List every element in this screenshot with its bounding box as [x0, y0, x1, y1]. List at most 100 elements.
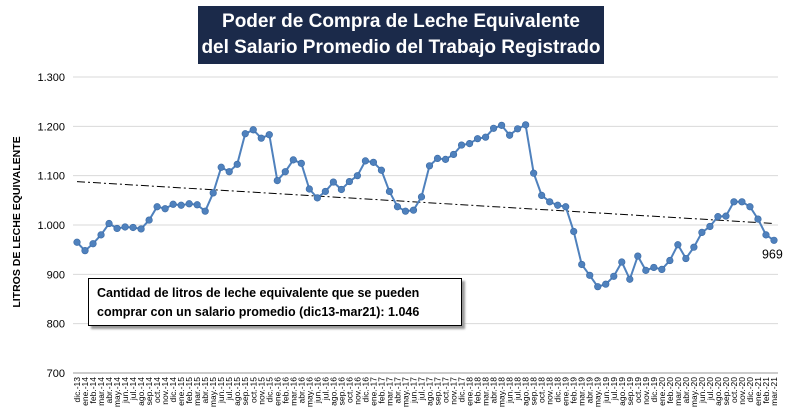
- data-point: [393, 203, 402, 211]
- data-point: [73, 238, 81, 246]
- x-tick-label: mar.-19: [577, 377, 587, 406]
- data-point: [321, 187, 329, 196]
- data-point: [425, 162, 434, 170]
- y-tick-label: 1.200: [37, 121, 65, 133]
- x-tick-label: jun.-15: [216, 377, 226, 404]
- data-point: [530, 169, 538, 177]
- data-point: [81, 247, 89, 255]
- data-point: [401, 207, 410, 215]
- data-point: [666, 256, 674, 265]
- series-line: [76, 123, 775, 288]
- data-point: [602, 280, 610, 288]
- x-tick-label: abr.-15: [200, 377, 210, 404]
- x-tick-label: dic.-14: [168, 377, 178, 403]
- data-point: [457, 141, 466, 149]
- data-point: [369, 158, 378, 166]
- x-tick-label: may.-18: [497, 377, 507, 407]
- data-point: [634, 252, 642, 260]
- x-tick-label: oct.-16: [344, 377, 354, 403]
- summary-note-line-1: Cantidad de litros de leche equivalente …: [97, 286, 420, 300]
- x-tick-label: sep.-20: [721, 377, 731, 406]
- x-tick-label: dic.-20: [745, 377, 755, 403]
- x-tick-label: abr.-19: [585, 377, 595, 404]
- data-point: [89, 240, 97, 248]
- x-tick-label: ene.-21: [753, 377, 763, 406]
- data-point: [113, 224, 121, 233]
- x-tick-label: may.-20: [689, 377, 699, 407]
- x-tick-label: ago.-16: [328, 377, 338, 406]
- data-point: [105, 219, 113, 228]
- x-tick-label: may.-14: [112, 377, 122, 407]
- data-point: [514, 125, 522, 133]
- x-tick-label: may.-15: [208, 377, 218, 407]
- x-tick-label: mar.-21: [769, 377, 779, 406]
- data-point: [538, 191, 546, 199]
- data-point: [586, 271, 594, 279]
- data-point: [578, 260, 586, 269]
- chart-title-line-1: Poder de Compra de Leche Equivalente: [222, 11, 580, 32]
- x-tick-label: oct.-18: [537, 377, 547, 403]
- x-tick-label: abr.-14: [104, 377, 114, 404]
- data-point: [554, 201, 562, 209]
- data-point: [433, 154, 442, 162]
- x-tick-label: mar.-14: [96, 377, 106, 406]
- x-tick-label: jul.-17: [416, 377, 426, 401]
- data-point: [145, 216, 153, 224]
- data-point: [562, 203, 570, 211]
- x-tick-label: dic.-19: [649, 377, 659, 403]
- x-tick-label: oct.-15: [248, 377, 258, 403]
- x-tick-label: dic.-15: [264, 377, 274, 403]
- x-tick-label: ene.-15: [176, 377, 186, 406]
- data-point: [161, 205, 169, 213]
- data-point: [714, 213, 722, 221]
- x-tick-label: abr.-16: [296, 377, 306, 404]
- x-tick-label: mar.-20: [673, 377, 683, 406]
- data-point: [281, 168, 289, 176]
- y-axis-ticks: 700 800 900 1.000 1.100 1.200 1.300: [37, 72, 65, 380]
- x-tick-label: abr.-20: [681, 377, 691, 404]
- data-point: [722, 212, 730, 220]
- data-point: [329, 178, 337, 186]
- x-tick-label: mar.-18: [481, 377, 491, 406]
- x-tick-label: feb.-18: [473, 377, 483, 404]
- data-point: [241, 130, 249, 138]
- data-point: [361, 157, 370, 165]
- y-tick-label: 1.000: [37, 220, 65, 232]
- x-tick-label: sep.-16: [336, 377, 346, 406]
- x-tick-label: jun.-18: [505, 377, 515, 404]
- data-point: [97, 231, 105, 239]
- data-point: [297, 159, 305, 167]
- data-point: [193, 201, 201, 209]
- x-tick-label: feb.-21: [761, 377, 771, 404]
- x-tick-label: oct.-14: [152, 377, 162, 403]
- data-point: [658, 265, 666, 274]
- x-tick-label: jun.-14: [120, 377, 130, 404]
- series-layer: [73, 121, 778, 291]
- x-tick-label: ene.-17: [368, 377, 378, 406]
- data-point: [233, 160, 241, 168]
- summary-note: Cantidad de litros de leche equivalente …: [88, 278, 462, 326]
- data-point: [522, 121, 530, 129]
- x-tick-label: feb.-20: [665, 377, 675, 404]
- x-tick-label: jun.-17: [408, 377, 418, 404]
- y-tick-label: 1.300: [37, 72, 65, 84]
- x-tick-label: dic.-18: [553, 377, 563, 403]
- data-point: [546, 198, 554, 206]
- data-point: [489, 124, 498, 132]
- grid-layer: [73, 76, 778, 374]
- data-point: [273, 177, 281, 185]
- data-point: [770, 236, 778, 244]
- x-tick-label: jun.-19: [601, 377, 611, 404]
- data-point: [682, 254, 690, 263]
- data-point: [698, 228, 706, 236]
- trendline-layer: [76, 181, 775, 225]
- data-point: [217, 163, 225, 171]
- x-tick-label: ene.-16: [272, 377, 282, 406]
- x-tick-label: may.-19: [593, 377, 603, 407]
- data-point: [618, 258, 626, 266]
- x-tick-label: sep.-19: [625, 377, 635, 406]
- data-point: [746, 203, 754, 211]
- data-point: [345, 177, 353, 186]
- last-value-label: 969: [762, 247, 783, 261]
- x-tick-label: jun.-16: [312, 377, 322, 404]
